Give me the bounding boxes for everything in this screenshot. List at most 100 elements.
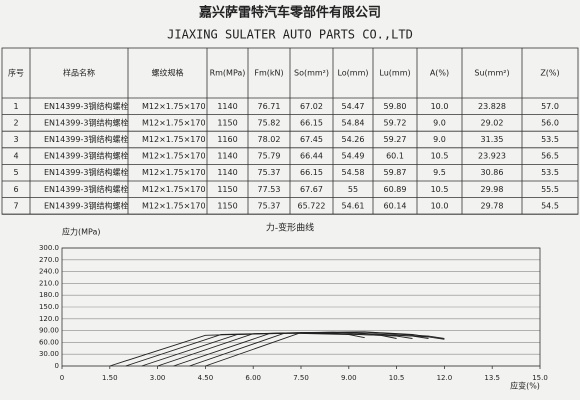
y-tick-label: 150.0 [39, 303, 59, 311]
table-cell: 29.78 [481, 201, 504, 210]
table-cell: EN14399-3钢结构螺栓 [44, 200, 128, 210]
x-tick-label: 3.00 [150, 374, 166, 382]
x-tick-label: 15.0 [532, 374, 548, 382]
table-cell: 54.5 [541, 201, 559, 210]
stress-curve [141, 332, 413, 367]
table-cell: 77.53 [258, 185, 281, 194]
table-cell: M12×1.75×170 [142, 152, 206, 161]
table-cell: 9.0 [433, 135, 446, 144]
y-tick-label: 60.00 [39, 338, 59, 346]
table-cell: 4 [13, 152, 18, 161]
table-cell: 29.98 [481, 185, 504, 194]
x-tick-label: 4.50 [198, 374, 214, 382]
y-tick-label: 120.0 [39, 315, 59, 323]
table-cell: 67.67 [300, 185, 323, 194]
plot-frame [61, 247, 541, 367]
table-cell: 1150 [217, 185, 237, 194]
x-tick-label: 9.00 [341, 374, 357, 382]
y-tick-label: 210.0 [39, 279, 59, 287]
x-tick-label: 10.5 [389, 374, 405, 382]
table-cell: 56.5 [541, 152, 559, 161]
y-tick-label: 180.0 [39, 291, 59, 299]
table-cell: 1 [13, 102, 18, 111]
table-cell: M12×1.75×170 [142, 201, 206, 210]
table-cell: 54.47 [342, 102, 365, 111]
chart-title: 力-变形曲线 [266, 222, 314, 234]
table-cell: 53.5 [541, 135, 559, 144]
table-cell: 60.1 [386, 152, 404, 161]
table-cell: EN14399-3钢结构螺栓 [44, 167, 128, 177]
table-header: So(mm²) [294, 69, 329, 78]
table-cell: EN14399-3钢结构螺栓 [44, 151, 128, 161]
table-cell: 54.61 [342, 201, 365, 210]
table-cell: 54.49 [342, 152, 365, 161]
table-cell: 65.722 [298, 201, 326, 210]
y-tick-label: 0 [55, 362, 59, 370]
table-cell: M12×1.75×170 [142, 102, 206, 111]
table-cell: 2 [13, 118, 18, 127]
table-cell: 54.58 [342, 168, 365, 177]
table-cell: 75.82 [258, 118, 281, 127]
table-header: Lu(mm) [379, 69, 410, 78]
table-header: 序号 [8, 68, 24, 78]
table-cell: 56.0 [541, 118, 559, 127]
x-tick-label: 12.0 [437, 374, 453, 382]
table-cell: 30.86 [481, 168, 504, 177]
table-cell: 60.89 [384, 185, 407, 194]
table-cell: 55.5 [541, 185, 559, 194]
stress-curve [205, 331, 429, 367]
table-header: Lo(mm) [337, 69, 368, 78]
table-cell: 1140 [217, 102, 237, 111]
table-cell: 59.87 [384, 168, 407, 177]
table-header: Fm(kN) [254, 69, 283, 78]
table-header: 样品名称 [63, 68, 95, 78]
x-axis-label: 应变(%) [510, 381, 540, 391]
table-cell: 1150 [217, 118, 237, 127]
table-cell: 67.45 [300, 135, 323, 144]
x-tick-label: 6.00 [245, 374, 261, 382]
table-cell: 9.0 [433, 118, 446, 127]
table-cell: 31.35 [481, 135, 504, 144]
table-cell: 10.0 [431, 102, 449, 111]
stress-curve [125, 332, 397, 367]
y-tick-label: 30.00 [39, 350, 59, 358]
table-cell: 3 [13, 135, 18, 144]
table-cell: EN14399-3钢结构螺栓 [44, 101, 128, 111]
table-cell: 10.5 [431, 152, 449, 161]
table-cell: 66.15 [300, 168, 323, 177]
table-cell: EN14399-3钢结构螺栓 [44, 184, 128, 194]
x-tick-label: 13.5 [484, 374, 500, 382]
table-cell: M12×1.75×170 [142, 135, 206, 144]
table-cell: 1140 [217, 168, 237, 177]
table-header: Su(mm²) [474, 69, 509, 78]
table-cell: 5 [13, 168, 18, 177]
table-cell: 59.80 [384, 102, 407, 111]
table-cell: 1160 [217, 135, 237, 144]
x-tick-label: 7.50 [293, 374, 309, 382]
table-cell: 59.72 [384, 118, 407, 127]
y-tick-label: 90.00 [39, 327, 59, 335]
table-cell: 54.84 [342, 118, 365, 127]
table-cell: 67.02 [300, 102, 323, 111]
table-header: 螺纹规格 [152, 68, 184, 78]
table-cell: 6 [13, 185, 18, 194]
table-cell: 53.5 [541, 168, 559, 177]
y-tick-label: 240.0 [39, 268, 59, 276]
table-cell: M12×1.75×170 [142, 118, 206, 127]
table-cell: 23.828 [478, 102, 506, 111]
table-cell: 29.02 [481, 118, 504, 127]
table-cell: 7 [13, 201, 18, 210]
x-tick-label: 1.50 [102, 374, 118, 382]
table-cell: 9.5 [433, 168, 446, 177]
table-cell: 75.79 [258, 152, 281, 161]
table-cell: 1140 [217, 152, 237, 161]
table-cell: M12×1.75×170 [142, 185, 206, 194]
table-cell: 66.15 [300, 118, 323, 127]
table-cell: 75.37 [258, 168, 281, 177]
table-cell: 60.14 [384, 201, 407, 210]
y-tick-label: 300.0 [39, 244, 59, 252]
table-header: Rm(MPa) [210, 69, 246, 78]
table-cell: 75.37 [258, 201, 281, 210]
table-cell: EN14399-3钢结构螺栓 [44, 117, 128, 127]
